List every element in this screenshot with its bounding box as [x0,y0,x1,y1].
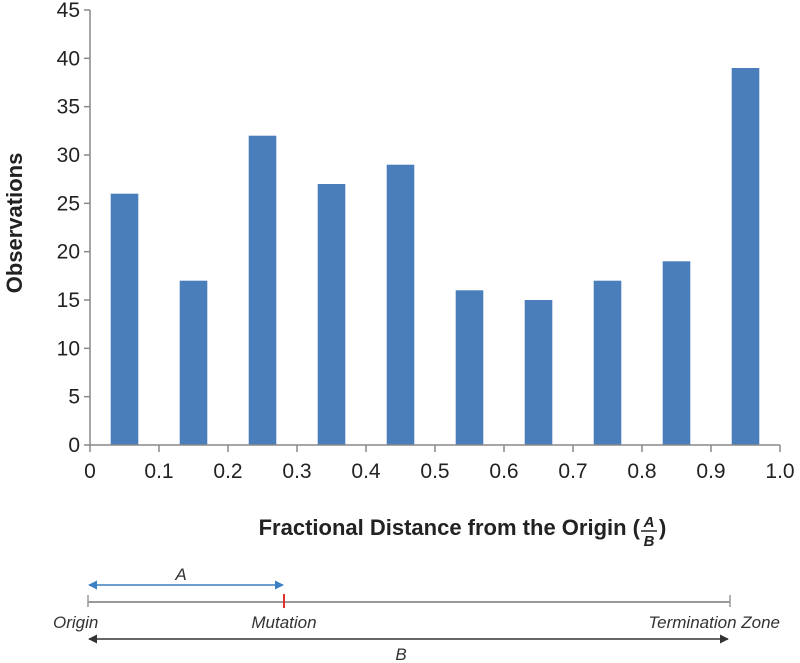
y-tick-label: 40 [57,47,80,70]
bar-0.2-0.3 [248,135,277,445]
y-ticks-group: 0 5 10 15 20 25 30 35 40 45 [57,0,90,457]
x-tick-label: 0.8 [627,460,656,483]
x-tick-label: 0 [84,460,96,483]
bar-0.0-0.1 [110,193,139,445]
bar-0.3-0.4 [317,184,346,445]
y-tick-label: 15 [57,289,80,312]
y-tick-label: 10 [57,337,80,360]
x-axis-label-close: ) [659,515,666,540]
bar-0.5-0.6 [455,290,484,445]
x-tick-label: 0.7 [558,460,587,483]
x-tick-label: 0.5 [420,460,449,483]
mutation-label: Mutation [251,613,316,632]
x-axis-label-text: Fractional Distance from the Origin ( [259,515,641,540]
distance-diagram: A Origin Mutation Termination Zone B [53,565,780,663]
y-tick-label: 45 [57,0,80,22]
x-tick-label: 0.2 [213,460,242,483]
bar-0.8-0.9 [662,261,691,445]
bar-0.7-0.8 [593,280,622,445]
bar-0.4-0.5 [386,164,415,445]
y-tick-label: 20 [57,241,80,264]
y-tick-label: 0 [68,434,80,457]
b-span-label: B [395,645,406,663]
x-axis-label: Fractional Distance from the Origin ( A … [259,514,667,550]
y-tick-label: 30 [57,144,80,167]
a-span-label: A [174,565,186,584]
y-tick-label: 35 [57,96,80,119]
y-tick-label: 5 [68,386,80,409]
x-tick-label: 0.6 [489,460,518,483]
bar-0.1-0.2 [179,280,208,445]
x-tick-label: 0.3 [282,460,311,483]
termination-zone-label: Termination Zone [648,613,780,632]
bar-0.6-0.7 [524,300,553,445]
bars-group [110,68,760,445]
x-tick-label: 0.4 [351,460,381,483]
x-tick-label: 0.1 [144,460,173,483]
y-axis-label: Observations [2,153,27,294]
x-ticks-group: 0 0.1 0.2 0.3 0.4 0.5 0.6 0.7 0.8 0.9 1.0 [84,445,795,483]
y-tick-label: 25 [57,192,80,215]
x-tick-label: 0.9 [696,460,725,483]
x-axis-label-numerator: A [643,514,655,531]
origin-label: Origin [53,613,98,632]
bar-0.9-1.0 [731,68,760,445]
x-axis-label-denominator: B [644,533,655,550]
x-tick-label: 1.0 [765,460,794,483]
